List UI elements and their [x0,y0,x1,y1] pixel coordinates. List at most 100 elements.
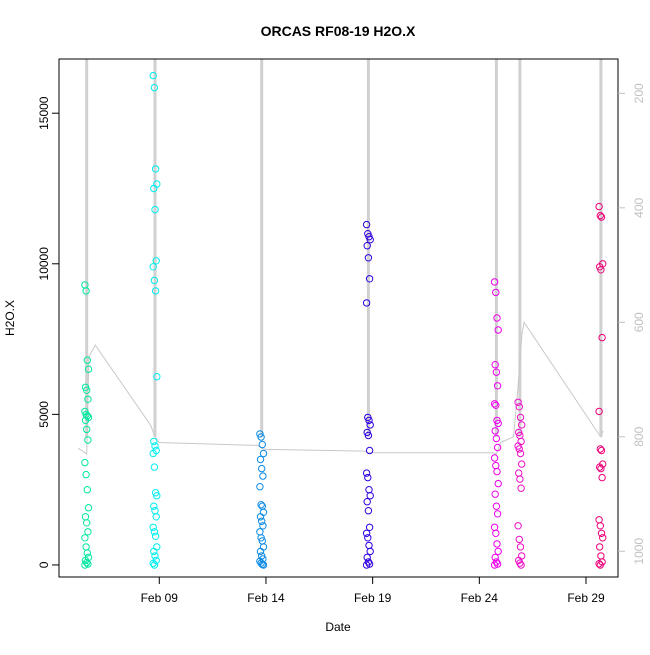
data-point [492,529,500,537]
data-point [516,475,524,483]
data-point [493,560,502,568]
data-point [363,242,371,250]
data-point [492,288,500,297]
data-point [82,543,90,551]
data-point [256,528,264,536]
data-point [82,287,90,295]
data-point [84,504,93,512]
data-point [150,463,159,471]
data-point [153,492,161,500]
data-point [490,278,499,286]
data-point [494,419,502,428]
pressure-trace-layer [77,59,604,455]
data-point [364,473,372,482]
data-point [366,492,374,500]
pressure-profile-band [260,59,264,437]
data-point [514,522,522,530]
data-point [152,513,160,521]
data-point [256,513,265,521]
x-tick-label: Feb 29 [567,591,605,605]
y-tick-label: 15000 [37,96,51,130]
data-point [257,433,265,441]
data-point [490,454,499,462]
data-point [365,486,373,494]
data-point [259,449,268,458]
data-point [492,434,501,443]
data-point [83,486,92,494]
data-point [256,547,265,556]
data-point [492,461,500,470]
data-point [493,510,502,518]
pressure-profile-band [153,59,157,437]
data-point [596,543,604,551]
data-point [595,560,603,568]
data-point [257,559,265,567]
data-point [259,472,267,480]
data-point [596,463,604,471]
data-point [151,165,160,173]
data-point [82,470,90,479]
data-point [493,467,501,476]
data-point [597,266,605,274]
axes-layer: Feb 09 Feb 14 Feb 19 Feb 24 Feb 29 0 5000 10000… [37,58,646,605]
data-point [515,445,523,453]
data-point [256,483,264,491]
data-point [493,443,502,452]
data-point [84,395,92,403]
data-point [365,541,373,550]
data-point [258,517,266,525]
data-point [365,275,374,283]
data-point [362,220,371,229]
data-point [83,356,92,364]
data-point [259,508,268,516]
data-point [491,427,499,435]
pressure-profile-band [599,59,603,437]
data-point [366,236,374,244]
data-point [516,449,525,458]
data-point [597,552,605,560]
data-point [494,326,502,334]
data-point [595,516,603,524]
data-point [84,528,92,536]
data-point [517,561,525,569]
data-point [83,519,91,527]
data-point [362,469,371,477]
data-point [490,561,499,569]
data-point [150,276,159,285]
data-point [492,401,500,409]
data-point [256,455,265,464]
data-point [364,534,372,542]
data-point [365,446,374,455]
data-point [363,498,371,506]
secondary-y-tick-label: 800 [632,426,646,446]
data-point [597,529,606,537]
data-point [514,398,522,406]
data-point [494,479,502,488]
data-point [151,205,159,214]
data-point [362,299,371,307]
data-point [597,446,606,455]
data-point [259,522,267,530]
data-point [258,440,266,449]
data-point [597,213,606,221]
data-point [150,502,158,510]
data-point [150,437,158,446]
data-point [595,202,603,211]
data-point [81,513,90,521]
data-point [84,365,93,373]
plot-frame [58,58,619,578]
data-points-layer [81,71,607,569]
y-tick-label: 10000 [37,247,51,281]
secondary-y-tick-label: 200 [632,83,646,103]
data-point [493,382,502,390]
data-point [83,549,92,557]
y-tick-label: 5000 [37,401,51,428]
data-point [153,543,161,551]
data-point [366,547,374,556]
x-tick-label: Feb 24 [461,591,499,605]
data-point [517,437,525,446]
data-point [490,523,499,531]
x-tick-label: Feb 19 [354,591,392,605]
